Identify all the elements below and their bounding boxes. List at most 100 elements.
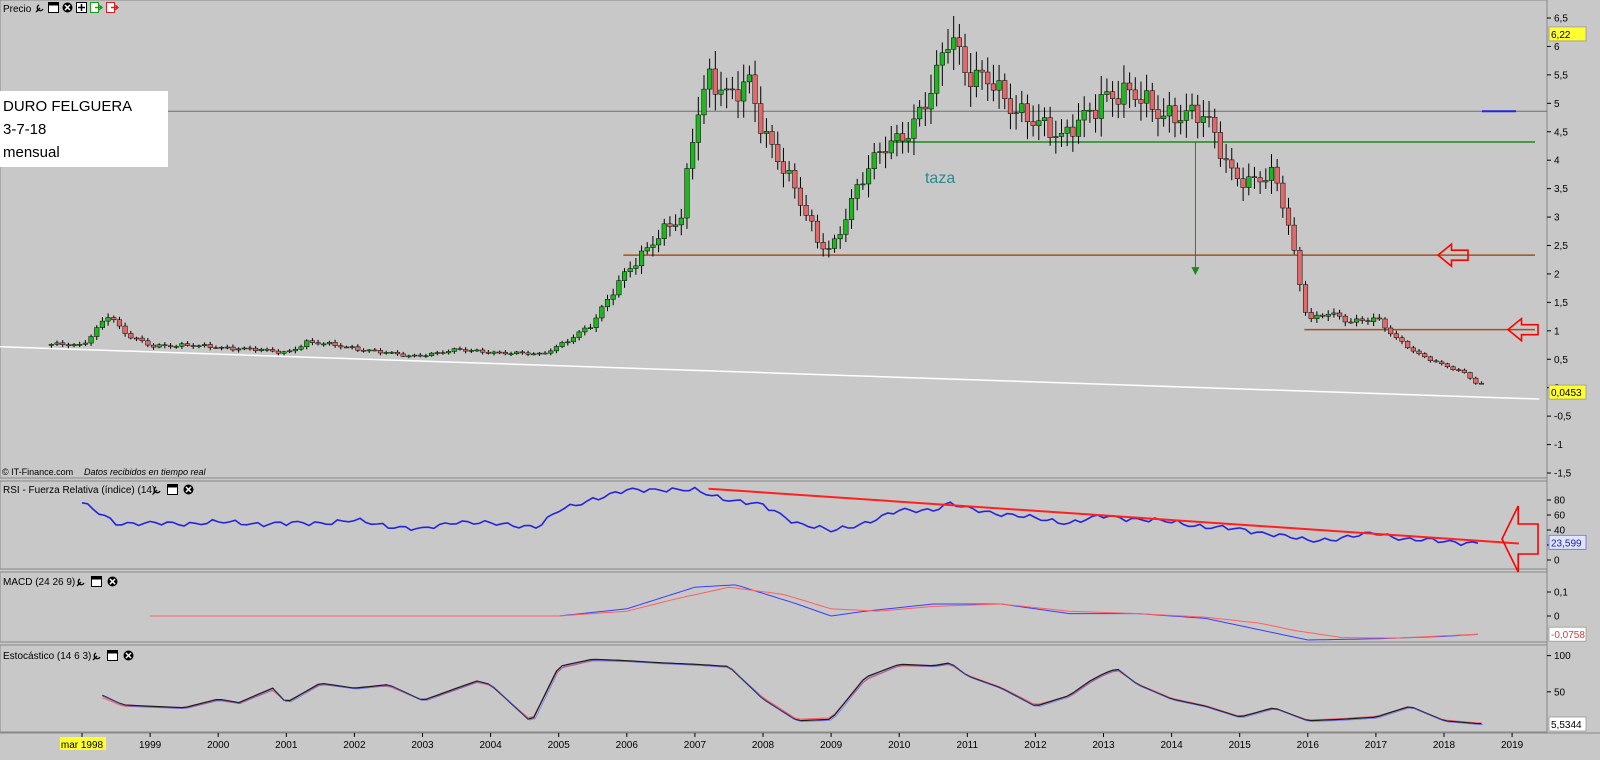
candle-body bbox=[973, 69, 979, 87]
candle-body bbox=[769, 131, 775, 145]
price-last-tag: 0,0453 bbox=[1551, 388, 1582, 399]
candle-body bbox=[1246, 176, 1252, 188]
candle-body bbox=[616, 280, 622, 296]
candle-body bbox=[928, 93, 934, 110]
candle-body bbox=[996, 80, 1002, 91]
candle-body bbox=[54, 342, 60, 345]
window-icon[interactable] bbox=[48, 2, 59, 13]
candle-body bbox=[111, 317, 117, 320]
candle-body bbox=[1342, 315, 1348, 323]
macd-last-tag: -0,0758 bbox=[1551, 630, 1585, 641]
candle-body bbox=[287, 350, 293, 353]
candle-body bbox=[1376, 317, 1382, 320]
candle-body bbox=[985, 71, 991, 85]
candle-body bbox=[1393, 333, 1399, 338]
candle-body bbox=[1093, 109, 1099, 119]
candle-body bbox=[1291, 224, 1297, 251]
candle-body bbox=[417, 354, 423, 357]
close-icon[interactable] bbox=[183, 484, 194, 495]
candle-body bbox=[1127, 82, 1133, 91]
window-icon[interactable] bbox=[91, 576, 102, 587]
wrench-icon[interactable] bbox=[35, 4, 44, 13]
delete-icon[interactable] bbox=[106, 2, 120, 13]
candle-body bbox=[1371, 317, 1377, 322]
candle-body bbox=[1320, 314, 1326, 317]
candle-body bbox=[315, 342, 321, 345]
close-icon[interactable] bbox=[123, 650, 134, 661]
candle-body bbox=[224, 346, 230, 349]
candle-body bbox=[1240, 178, 1246, 188]
x-tick-label: 2006 bbox=[616, 740, 639, 751]
wrench-icon[interactable] bbox=[76, 578, 85, 587]
close-icon[interactable] bbox=[107, 576, 118, 587]
candle-body bbox=[531, 353, 537, 356]
candle-body bbox=[1200, 116, 1206, 123]
candle-body bbox=[718, 89, 724, 95]
x-tick-label: 1999 bbox=[139, 740, 162, 751]
export-icon[interactable] bbox=[90, 2, 104, 13]
stoch-header: Estocástico (14 6 3) bbox=[3, 650, 134, 662]
candle-body bbox=[1098, 94, 1104, 119]
price-tick-label: 1 bbox=[1554, 326, 1560, 337]
candle-body bbox=[423, 355, 429, 358]
candle-body bbox=[695, 114, 701, 143]
candle-body bbox=[429, 352, 435, 357]
candle-body bbox=[360, 349, 367, 352]
x-tick-label: 2017 bbox=[1365, 740, 1388, 751]
window-icon[interactable] bbox=[167, 484, 178, 495]
candle-body bbox=[185, 343, 191, 346]
candle-body bbox=[1461, 369, 1467, 373]
info-box bbox=[0, 91, 168, 167]
price-tick-label: 4 bbox=[1554, 156, 1560, 167]
close-icon[interactable] bbox=[62, 2, 73, 13]
candle-body bbox=[88, 336, 94, 344]
candle-body bbox=[565, 341, 571, 344]
price-high-tag-box bbox=[1548, 26, 1587, 42]
wrench-icon[interactable] bbox=[152, 486, 161, 495]
window-icon[interactable] bbox=[107, 650, 118, 661]
candle-body bbox=[911, 118, 917, 139]
candle-body bbox=[1104, 91, 1110, 95]
candle-body bbox=[275, 350, 281, 354]
candle-body bbox=[1183, 110, 1189, 121]
x-tick-label: 2013 bbox=[1092, 740, 1115, 751]
candle-body bbox=[133, 337, 140, 340]
candle-body bbox=[678, 217, 684, 226]
rsi-plot bbox=[81, 486, 1519, 547]
candle-body bbox=[854, 184, 860, 199]
candle-body bbox=[1382, 318, 1388, 329]
candle-body bbox=[934, 64, 940, 94]
price-tick-label: 2 bbox=[1554, 269, 1560, 280]
candle-body bbox=[1444, 363, 1450, 368]
candle-body bbox=[1325, 314, 1331, 317]
candle-body bbox=[1297, 250, 1303, 285]
price-tick-label: 0,5 bbox=[1554, 355, 1568, 366]
candle-body bbox=[729, 88, 735, 91]
candle-body bbox=[1274, 166, 1280, 184]
candle-body bbox=[167, 345, 174, 348]
candle-body bbox=[213, 347, 219, 349]
candle-body bbox=[883, 151, 889, 154]
candle-body bbox=[1019, 103, 1025, 113]
candle-body bbox=[1053, 136, 1059, 138]
candle-body bbox=[309, 340, 315, 343]
candle-body bbox=[894, 133, 900, 142]
candle-body bbox=[582, 327, 588, 333]
candle-body bbox=[304, 340, 310, 348]
add-icon[interactable] bbox=[76, 2, 87, 13]
candle-body bbox=[1047, 117, 1053, 138]
candle-body bbox=[1206, 116, 1212, 118]
candle-body bbox=[888, 140, 894, 154]
source-watermark: © IT-Finance.com bbox=[2, 467, 73, 477]
candle-body bbox=[1149, 90, 1155, 110]
candle-body bbox=[1070, 126, 1076, 137]
wrench-icon[interactable] bbox=[92, 652, 101, 661]
rsi-title: RSI - Fuerza Relativa (índice) (14) bbox=[3, 485, 155, 496]
candle-body bbox=[780, 161, 786, 174]
macd-plot bbox=[150, 584, 1479, 641]
x-tick-label: 2016 bbox=[1297, 740, 1320, 751]
candle-body bbox=[446, 351, 452, 354]
candle-body bbox=[1110, 91, 1116, 99]
candle-body bbox=[1268, 166, 1275, 181]
